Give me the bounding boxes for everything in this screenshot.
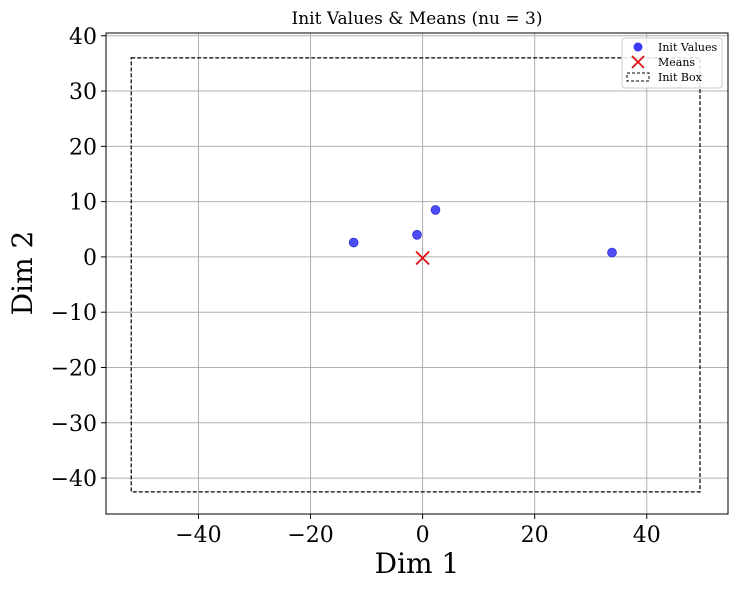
legend-label: Means [658, 56, 695, 69]
legend-swatch-init-values [633, 42, 643, 52]
data-layer [130, 57, 701, 493]
mean-marker [415, 250, 430, 266]
init-value-point [607, 247, 617, 258]
grid-layer [106, 33, 728, 514]
legend-frame [621, 37, 723, 89]
y-tick-label: 30 [69, 80, 97, 105]
init-value-point [430, 205, 441, 215]
y-tick-label: −30 [51, 412, 97, 437]
chart-title: Init Values & Means (nu = 3) [291, 9, 542, 29]
x-axis-label: Dim 1 [375, 547, 460, 580]
x-tick-label: −40 [175, 523, 221, 548]
y-tick-label: 0 [83, 246, 97, 271]
y-tick-label: −40 [51, 467, 97, 492]
init-value-point [412, 229, 422, 240]
y-tick-label: −10 [51, 301, 97, 326]
init-value-point [348, 237, 359, 248]
y-tick-label: 10 [69, 191, 97, 216]
legend-label: Init Values [658, 41, 717, 54]
y-tick-label: 20 [69, 135, 97, 160]
x-tick-label: 40 [633, 523, 661, 548]
y-tick-label: 40 [69, 25, 97, 50]
y-tick-label: −20 [51, 356, 97, 381]
x-tick-label: 0 [416, 523, 430, 548]
y-axis-label: Dim 2 [6, 231, 39, 316]
plot-frame [105, 32, 729, 515]
legend: Init Values Means Init Box [621, 37, 723, 89]
legend-swatch-means [631, 55, 645, 69]
legend-label: Init Box [658, 71, 703, 84]
legend-swatch-init-box [626, 72, 650, 82]
x-tick-label: −20 [287, 523, 333, 548]
x-tick-label: 20 [521, 523, 549, 548]
ticks-layer: −40 −20 0 20 40 40 30 20 10 0 −10 −20 −30 −40 [51, 25, 661, 548]
init-box [130, 57, 701, 493]
